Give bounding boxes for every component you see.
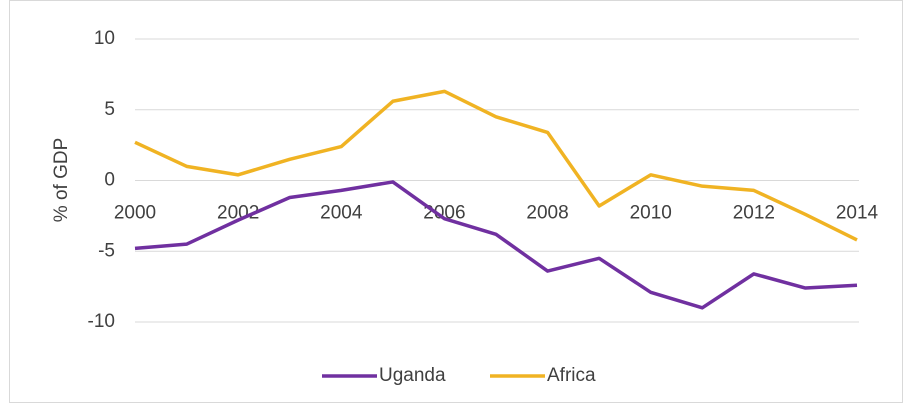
- series-line: [134, 89, 858, 242]
- x-tick-label: 2002: [217, 203, 259, 224]
- y-tick-label: 5: [104, 99, 115, 120]
- x-tick-label: 2004: [320, 203, 363, 224]
- chart-frame: [9, 0, 903, 403]
- x-tick-label: 2000: [114, 203, 156, 224]
- x-tick-label: 2012: [733, 203, 775, 224]
- y-tick-label: 0: [104, 170, 115, 191]
- y-axis-label: % of GDP: [51, 138, 72, 222]
- x-tick-label: 2006: [423, 203, 465, 224]
- y-tick-label: 10: [94, 28, 115, 49]
- y-tick-label: -5: [98, 240, 115, 261]
- x-tick-label: 2010: [630, 203, 672, 224]
- x-tick-label: 2008: [526, 203, 568, 224]
- legend-label: Uganda: [379, 365, 446, 386]
- y-tick-label: -10: [88, 311, 115, 332]
- x-tick-label: 2014: [836, 203, 879, 224]
- series-line: [134, 180, 858, 310]
- legend-label: Africa: [547, 365, 596, 386]
